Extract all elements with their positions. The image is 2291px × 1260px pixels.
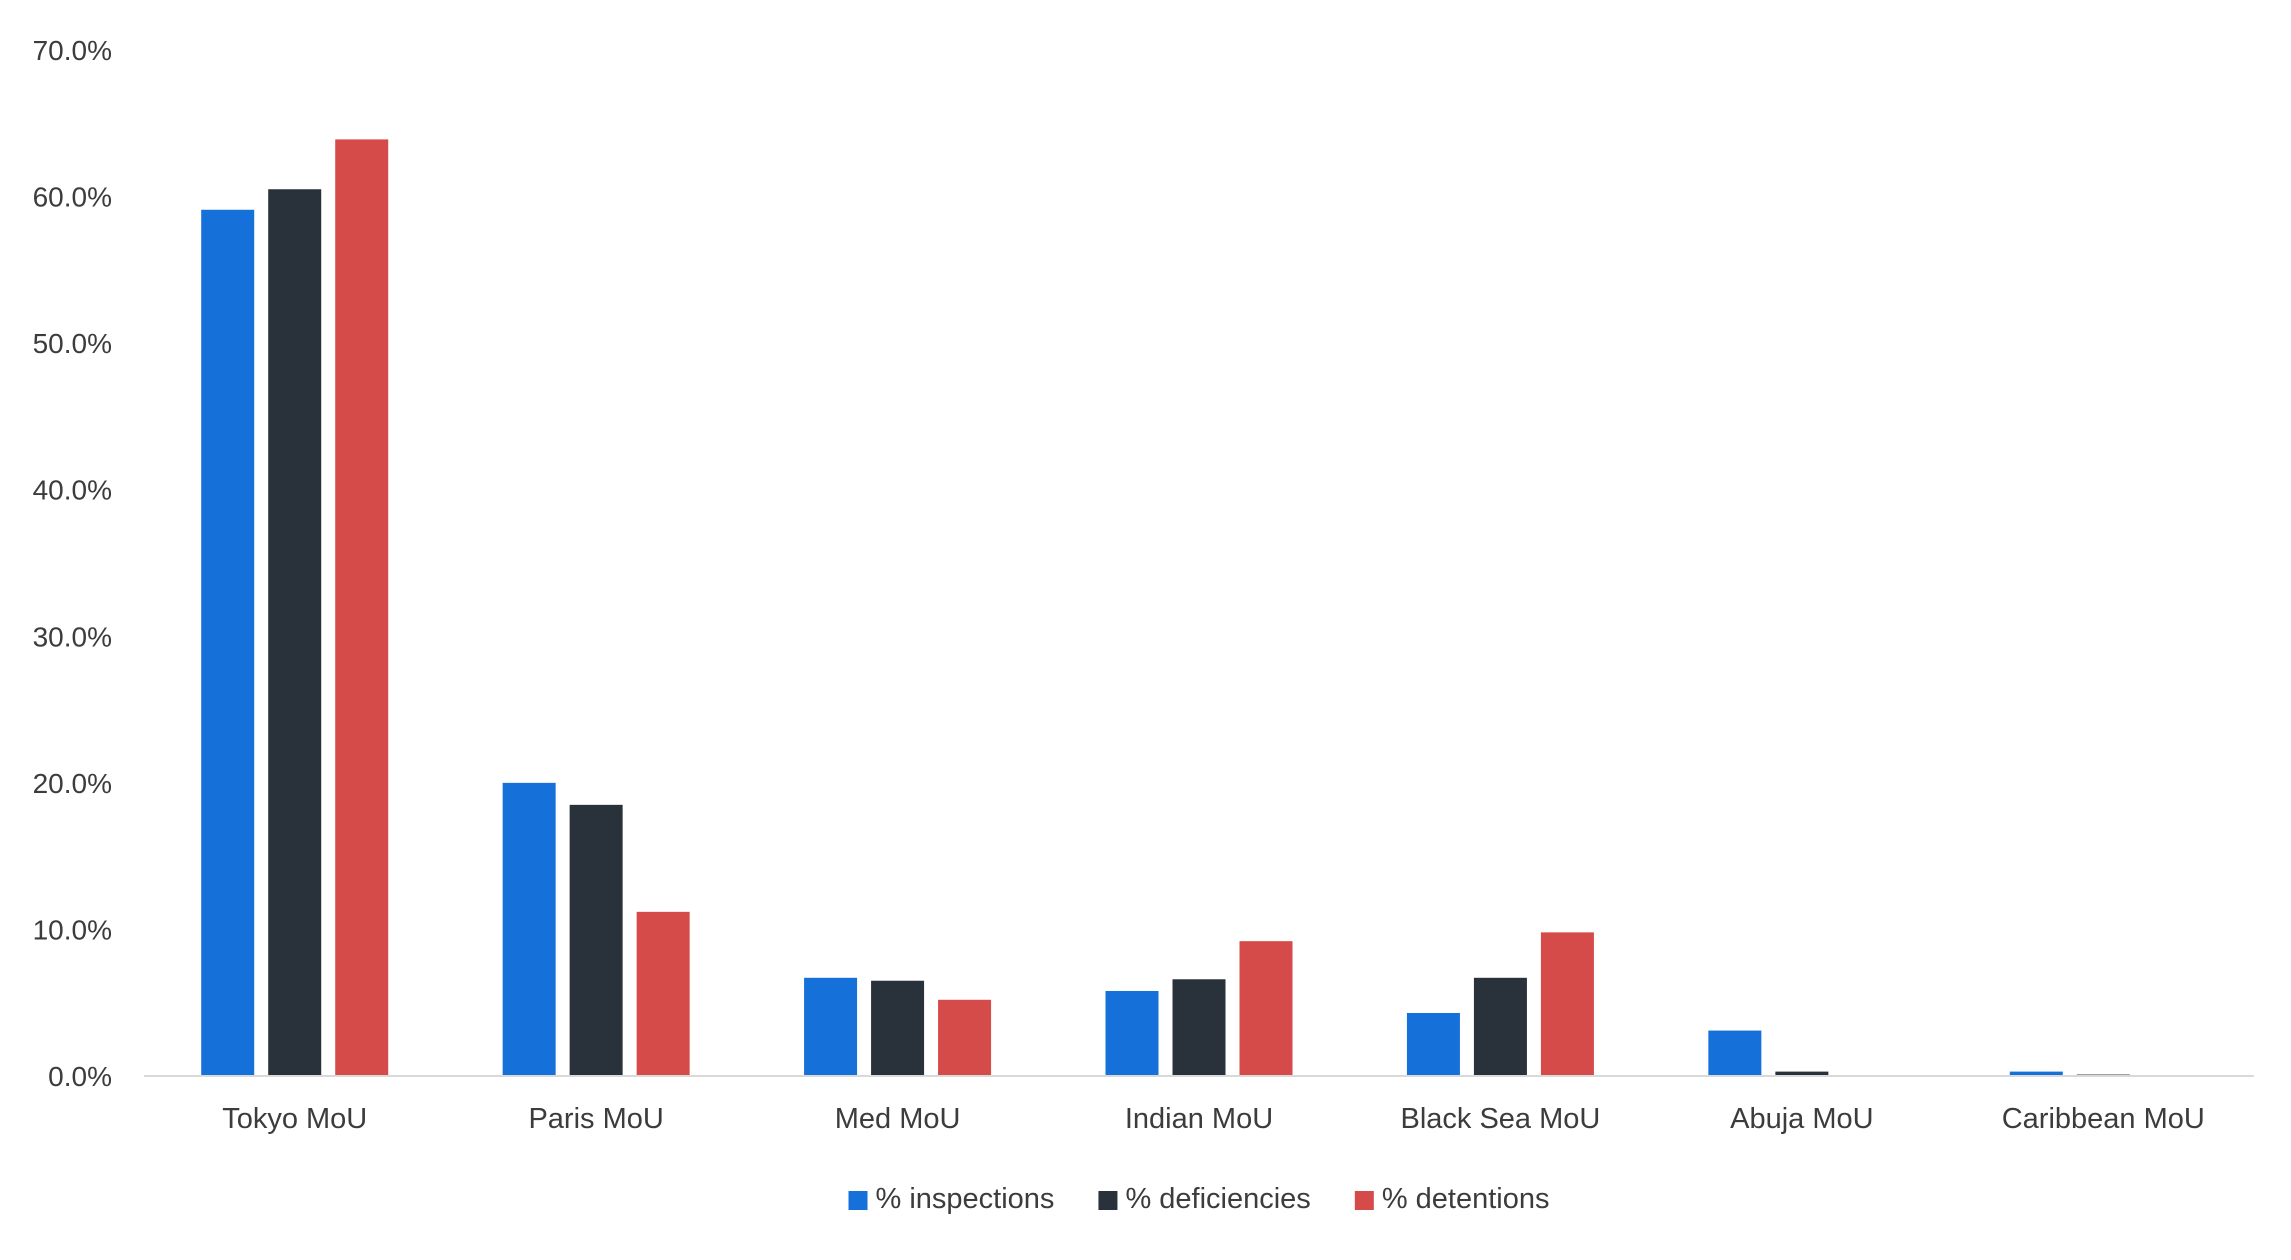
bar — [502, 782, 556, 1076]
bar — [1775, 1071, 1829, 1076]
legend-label: % detentions — [1382, 1183, 1550, 1215]
y-tick-label: 20.0% — [33, 768, 112, 799]
legend-label: % deficiencies — [1125, 1183, 1310, 1215]
bar — [1239, 941, 1293, 1076]
x-tick-label: Tokyo MoU — [222, 1103, 367, 1135]
legend-swatch — [1098, 1191, 1118, 1210]
bar — [569, 804, 623, 1076]
y-tick-label: 0.0% — [48, 1061, 112, 1092]
legend: % inspections % deficiencies % detentions — [848, 1183, 1550, 1215]
bar — [871, 980, 925, 1076]
y-tick-label: 60.0% — [33, 182, 112, 213]
x-tick-label: Paris MoU — [528, 1103, 663, 1135]
bar — [804, 977, 858, 1076]
x-tick-label: Black Sea MoU — [1400, 1103, 1600, 1135]
bar — [268, 189, 322, 1076]
bar — [1172, 979, 1226, 1076]
legend-swatch — [1354, 1191, 1374, 1210]
x-axis: Tokyo MoU Paris MoU Med MoU Indian MoU Black… — [222, 1103, 2205, 1135]
bar — [2009, 1071, 2063, 1076]
x-tick-label: Indian MoU — [1125, 1103, 1273, 1135]
x-tick-label: Caribbean MoU — [2002, 1103, 2205, 1135]
bar — [636, 911, 690, 1076]
y-axis: 0.0% 10.0% 20.0% 30.0% 40.0% 50.0% 60.0% 70.0% — [33, 35, 112, 1092]
bar — [1473, 977, 1527, 1076]
bar — [1105, 990, 1159, 1076]
bar — [1540, 932, 1594, 1076]
y-tick-label: 70.0% — [33, 35, 112, 66]
y-tick-label: 40.0% — [33, 475, 112, 506]
plot-area — [201, 139, 2130, 1076]
y-tick-label: 10.0% — [33, 914, 112, 945]
bar — [201, 209, 255, 1076]
x-tick-label: Abuja MoU — [1730, 1103, 1873, 1135]
bar — [1406, 1012, 1460, 1076]
y-tick-label: 50.0% — [33, 328, 112, 359]
bar — [335, 139, 389, 1076]
legend-label: % inspections — [876, 1183, 1055, 1215]
y-tick-label: 30.0% — [33, 621, 112, 652]
bar — [1708, 1030, 1762, 1076]
bar — [938, 999, 992, 1076]
x-tick-label: Med MoU — [835, 1103, 961, 1135]
legend-swatch — [848, 1191, 868, 1210]
